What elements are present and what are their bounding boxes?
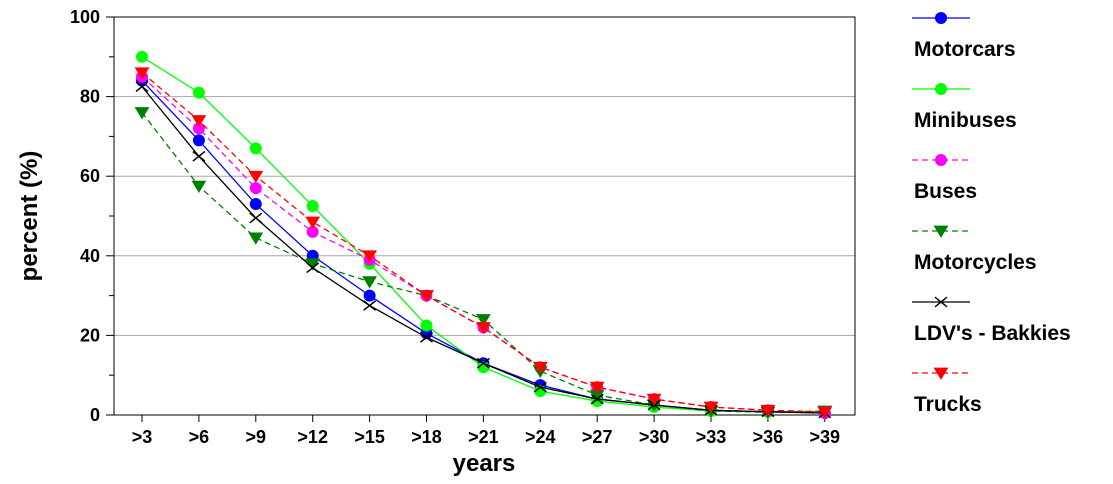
data-point bbox=[135, 81, 149, 93]
x-tick-label: >18 bbox=[411, 427, 442, 447]
data-point bbox=[533, 381, 547, 393]
data-point bbox=[363, 300, 377, 311]
legend-item-buses: Buses bbox=[912, 154, 977, 203]
legend: Motorcars Minibuses Buses Motorcycles LDV's … bbox=[912, 12, 1071, 416]
data-point bbox=[646, 393, 662, 406]
x-tick-label: >9 bbox=[246, 427, 267, 447]
legend-label: LDV's - Bakkies bbox=[914, 322, 1071, 345]
data-point bbox=[306, 262, 320, 274]
x-tick-label: >6 bbox=[189, 427, 210, 447]
data-point bbox=[191, 115, 207, 128]
legend-label: Minibuses bbox=[914, 109, 1017, 132]
legend-marker bbox=[933, 225, 949, 238]
data-point bbox=[817, 406, 833, 419]
data-point bbox=[532, 361, 548, 375]
legend-label: Motorcycles bbox=[914, 251, 1037, 274]
data-point bbox=[362, 250, 377, 263]
series-trucks bbox=[134, 67, 833, 419]
data-point bbox=[134, 107, 150, 120]
data-point bbox=[191, 180, 207, 193]
y-tick-label: 80 bbox=[80, 87, 100, 107]
y-axis-title: percent (%) bbox=[16, 151, 43, 282]
y-tick-label: 40 bbox=[80, 246, 100, 266]
legend-label: Motorcars bbox=[914, 38, 1016, 61]
legend-marker bbox=[934, 296, 948, 308]
data-point bbox=[760, 404, 776, 418]
data-point bbox=[134, 67, 150, 80]
data-point bbox=[249, 142, 262, 155]
axes: 0 20 40 60 80 100 >3 >6 >9 >12 >15 >18 >21 >24 >27 >30 >… bbox=[70, 7, 856, 447]
data-point bbox=[249, 212, 263, 224]
x-axis-title: years bbox=[453, 450, 516, 477]
data-point bbox=[362, 276, 377, 289]
data-point bbox=[248, 170, 264, 184]
data-point bbox=[192, 134, 205, 147]
y-tick-label: 20 bbox=[80, 325, 100, 345]
legend-marker bbox=[935, 154, 947, 166]
data-point bbox=[305, 216, 321, 229]
data-point bbox=[476, 314, 491, 327]
grid-lines bbox=[114, 96, 855, 336]
data-point bbox=[192, 86, 205, 99]
data-point bbox=[420, 332, 433, 343]
data-point bbox=[249, 182, 262, 195]
x-tick-label: >33 bbox=[696, 427, 727, 447]
y-tick-label: 60 bbox=[80, 166, 100, 186]
data-point bbox=[590, 393, 604, 405]
data-point bbox=[703, 401, 719, 414]
data-point bbox=[420, 319, 433, 332]
legend-item-motorcycles: Motorcycles bbox=[912, 225, 1037, 274]
x-tick-label: >39 bbox=[810, 427, 841, 447]
data-point bbox=[249, 198, 262, 211]
data-point bbox=[248, 232, 264, 245]
y-tick-label: 100 bbox=[70, 7, 100, 27]
legend-item-motorcars: Motorcars bbox=[912, 12, 1016, 61]
legend-item-trucks: Trucks bbox=[912, 367, 982, 416]
data-point bbox=[306, 200, 319, 213]
x-tick-label: >15 bbox=[354, 427, 385, 447]
x-tick-label: >30 bbox=[639, 427, 670, 447]
data-point bbox=[476, 322, 491, 335]
x-tick-label: >21 bbox=[468, 427, 499, 447]
data-point bbox=[419, 290, 434, 303]
legend-label: Trucks bbox=[914, 393, 982, 416]
y-tick-label: 0 bbox=[90, 405, 100, 425]
x-tick-label: >3 bbox=[132, 427, 153, 447]
legend-item-minibuses: Minibuses bbox=[912, 83, 1017, 132]
legend-marker bbox=[935, 12, 947, 24]
x-tick-label: >24 bbox=[525, 427, 556, 447]
legend-marker bbox=[933, 367, 949, 380]
legend-label: Buses bbox=[914, 180, 977, 203]
legend-item-ldv-s-bakkies: LDV's - Bakkies bbox=[912, 296, 1071, 345]
legend-marker bbox=[935, 83, 947, 95]
data-point bbox=[192, 150, 206, 162]
data-point bbox=[589, 381, 605, 394]
data-point bbox=[136, 50, 148, 63]
data-point bbox=[476, 357, 490, 369]
plot-frame bbox=[113, 16, 856, 416]
x-tick-label: >36 bbox=[753, 427, 784, 447]
x-tick-label: >27 bbox=[582, 427, 613, 447]
series-lines bbox=[134, 50, 833, 420]
data-point bbox=[363, 289, 376, 302]
x-tick-label: >12 bbox=[297, 427, 328, 447]
